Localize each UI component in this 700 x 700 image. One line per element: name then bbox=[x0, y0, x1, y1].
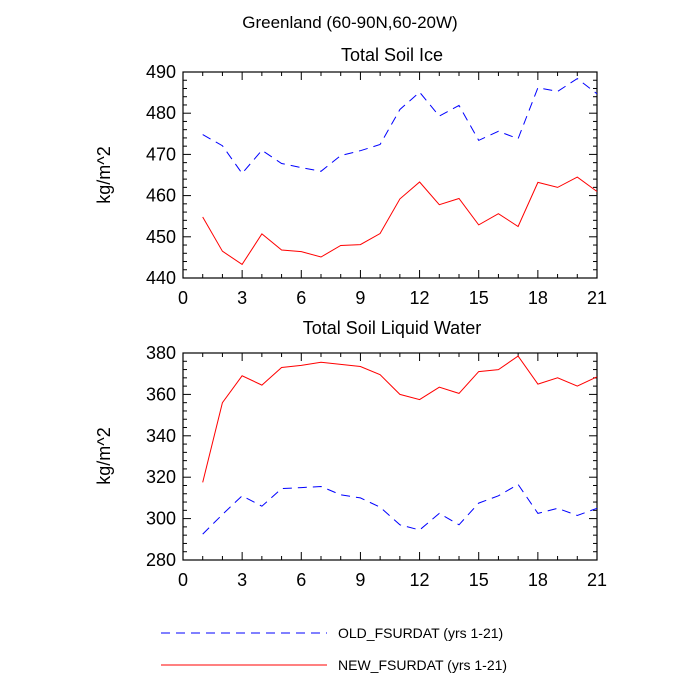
y-tick-label: 490 bbox=[146, 62, 176, 82]
legend-label: NEW_FSURDAT (yrs 1-21) bbox=[338, 657, 507, 673]
plot-frame bbox=[182, 352, 598, 561]
y-tick-label: 440 bbox=[146, 268, 176, 288]
x-tick-label: 6 bbox=[296, 570, 306, 590]
y-tick-label: 360 bbox=[146, 384, 176, 404]
series-line-new-fsurdat bbox=[202, 176, 598, 266]
x-tick-label: 3 bbox=[237, 570, 247, 590]
chart-title: Total Soil Liquid Water bbox=[303, 318, 481, 338]
y-tick-label: 470 bbox=[146, 144, 176, 164]
x-tick-label: 15 bbox=[469, 288, 489, 308]
y-tick-label: 340 bbox=[146, 426, 176, 446]
x-tick-label: 12 bbox=[410, 570, 430, 590]
x-tick-label: 3 bbox=[237, 288, 247, 308]
y-tick-label: 320 bbox=[146, 467, 176, 487]
y-tick-label: 380 bbox=[146, 343, 176, 363]
y-tick-label: 480 bbox=[146, 103, 176, 123]
y-tick-label: 300 bbox=[146, 509, 176, 529]
y-axis-label: kg/m^2 bbox=[94, 427, 114, 484]
x-tick-label: 0 bbox=[178, 570, 188, 590]
series-line-old-fsurdat bbox=[202, 77, 598, 175]
x-tick-label: 12 bbox=[410, 288, 430, 308]
series-line-old-fsurdat bbox=[202, 483, 598, 535]
legend-item-new: NEW_FSURDAT (yrs 1-21) bbox=[161, 657, 507, 673]
x-tick-label: 15 bbox=[469, 570, 489, 590]
x-tick-label: 6 bbox=[296, 288, 306, 308]
x-tick-label: 21 bbox=[587, 570, 607, 590]
chart-panel-total-soil-liquid-water: Total Soil Liquid Water kg/m^2 0 3 6 9 12 15 1… bbox=[94, 318, 607, 590]
x-tick-label: 18 bbox=[528, 288, 548, 308]
x-tick-label: 9 bbox=[355, 288, 365, 308]
legend-item-old: OLD_FSURDAT (yrs 1-21) bbox=[161, 625, 503, 641]
legend-label: OLD_FSURDAT (yrs 1-21) bbox=[338, 625, 503, 641]
figure-title: Greenland (60-90N,60-20W) bbox=[242, 13, 457, 32]
plot-frame bbox=[182, 71, 598, 279]
x-tick-label: 21 bbox=[587, 288, 607, 308]
y-axis-label: kg/m^2 bbox=[94, 146, 114, 203]
y-tick-label: 460 bbox=[146, 186, 176, 206]
y-tick-label: 280 bbox=[146, 550, 176, 570]
x-tick-label: 0 bbox=[178, 288, 188, 308]
chart-panel-total-soil-ice: Total Soil Ice kg/m^2 0 3 6 9 12 15 18 21 440 450… bbox=[94, 45, 607, 308]
legend: OLD_FSURDAT (yrs 1-21) NEW_FSURDAT (yrs … bbox=[161, 625, 507, 673]
x-tick-label: 9 bbox=[355, 570, 365, 590]
series-line-new-fsurdat bbox=[202, 355, 598, 483]
y-tick-label: 450 bbox=[146, 227, 176, 247]
x-tick-label: 18 bbox=[528, 570, 548, 590]
chart-title: Total Soil Ice bbox=[341, 45, 443, 65]
